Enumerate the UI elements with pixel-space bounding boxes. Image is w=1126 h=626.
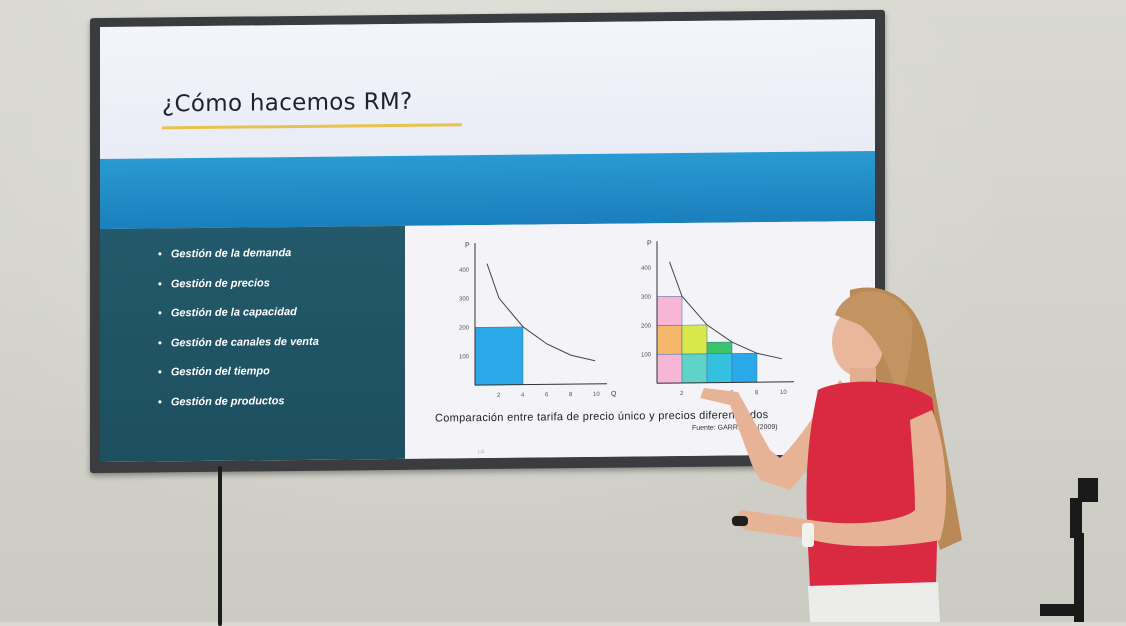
y-tick-label: 100 — [641, 352, 652, 358]
demand-curve — [486, 263, 596, 362]
bullet-item: Gestión de productos — [158, 394, 319, 425]
tv-brand-logo: LG — [478, 449, 485, 456]
title-underline — [162, 123, 462, 130]
bullet-item: Gestión de la capacidad — [158, 306, 319, 337]
tripod — [1040, 478, 1098, 622]
charts-svg: PQ246810100200300400P246810100200300400 — [459, 240, 794, 399]
slide-title: ¿Cómo hacemos RM? — [162, 88, 413, 118]
chart-rect — [656, 324, 683, 355]
demand-curve — [669, 261, 783, 360]
x-tick-label: 8 — [755, 390, 759, 396]
title-area: ¿Cómo hacemos RM? — [100, 18, 875, 160]
x-tick-label: 6 — [545, 392, 549, 398]
slide-screen: ¿Cómo hacemos RM? Gestión de la demanda … — [100, 18, 875, 463]
y-tick-label: 200 — [641, 324, 652, 330]
bullet-item: Gestión de canales de venta — [158, 335, 319, 366]
y-axis-label: P — [647, 240, 652, 247]
chart-rect — [656, 353, 683, 384]
y-tick-label: 300 — [641, 295, 652, 301]
x-tick-label: 2 — [680, 391, 684, 397]
bullet-list: Gestión de la demanda Gestión de precios… — [158, 247, 319, 426]
bullet-item: Gestión de la demanda — [158, 247, 319, 278]
blue-band — [100, 150, 875, 230]
x-tick-label: 8 — [569, 392, 573, 398]
y-tick-label: 100 — [459, 354, 470, 360]
x-tick-label: 4 — [521, 393, 525, 399]
bullet-panel: Gestión de la demanda Gestión de precios… — [100, 225, 405, 463]
chart-rect — [656, 296, 683, 326]
presenter — [700, 287, 962, 622]
y-tick-label: 400 — [641, 266, 652, 272]
bullet-item: Gestión del tiempo — [158, 365, 319, 396]
x-tick-label: 10 — [593, 392, 600, 398]
tv-cable — [218, 466, 222, 626]
y-axis-label: P — [465, 242, 470, 249]
x-axis-label: Q — [611, 391, 617, 398]
bullet-item: Gestión de precios — [158, 276, 319, 307]
x-tick-label: 2 — [497, 393, 501, 399]
x-axis — [657, 381, 794, 384]
y-tick-label: 400 — [459, 268, 470, 274]
chart-rect — [474, 326, 524, 386]
x-tick-label: 10 — [780, 390, 787, 396]
y-tick-label: 200 — [459, 325, 470, 331]
chart-panel: PQ246810100200300400P246810100200300400 … — [405, 220, 875, 459]
y-tick-label: 300 — [459, 297, 470, 303]
television: ¿Cómo hacemos RM? Gestión de la demanda … — [90, 9, 885, 474]
x-axis — [475, 383, 607, 386]
